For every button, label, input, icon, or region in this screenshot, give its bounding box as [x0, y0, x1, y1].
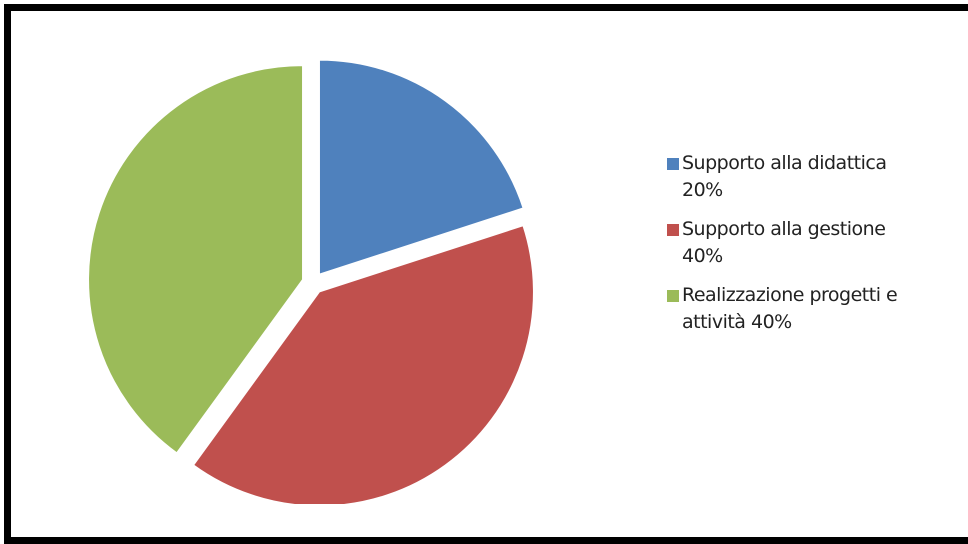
- pie-slice-0: [318, 59, 524, 275]
- chart-legend: Supporto alla didattica 20% Supporto all…: [667, 150, 967, 348]
- legend-line: 40%: [682, 245, 723, 267]
- legend-label-progetti: Realizzazione progetti e attività 40%: [682, 282, 898, 336]
- pie-slice-1: [192, 225, 534, 504]
- legend-swatch-didattica: [667, 158, 679, 170]
- legend-item-gestione: Supporto alla gestione 40%: [667, 216, 967, 270]
- legend-swatch-progetti: [667, 290, 679, 302]
- legend-line: Supporto alla gestione: [682, 218, 886, 240]
- legend-label-didattica: Supporto alla didattica 20%: [682, 150, 887, 204]
- legend-line: attività 40%: [682, 311, 792, 333]
- legend-label-gestione: Supporto alla gestione 40%: [682, 216, 886, 270]
- legend-line: Supporto alla didattica: [682, 152, 887, 174]
- legend-item-didattica: Supporto alla didattica 20%: [667, 150, 967, 204]
- pie-slice-2: [88, 65, 304, 454]
- legend-swatch-gestione: [667, 224, 679, 236]
- legend-item-progetti: Realizzazione progetti e attività 40%: [667, 282, 967, 336]
- legend-line: 20%: [682, 179, 723, 201]
- pie-chart: [88, 59, 534, 504]
- legend-line: Realizzazione progetti e: [682, 284, 898, 306]
